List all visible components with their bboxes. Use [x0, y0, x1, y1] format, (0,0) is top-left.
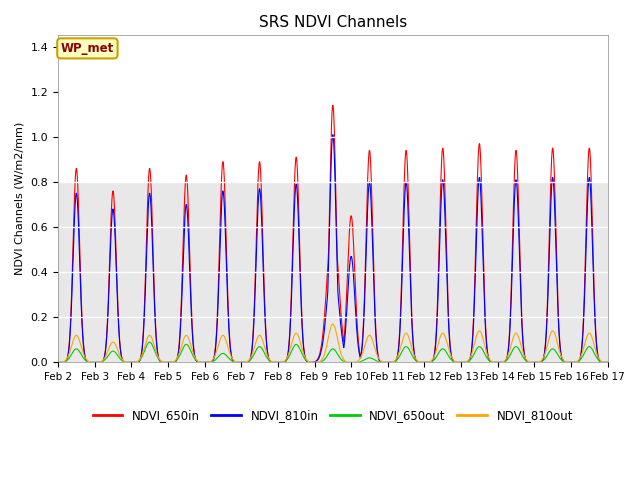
- Line: NDVI_650out: NDVI_650out: [58, 342, 607, 362]
- NDVI_650in: [91, 360, 99, 365]
- Text: WP_met: WP_met: [61, 42, 114, 55]
- NDVI_650in: [604, 360, 611, 365]
- NDVI_650out: [604, 360, 611, 365]
- NDVI_810in: [150, 275, 157, 281]
- NDVI_810out: [289, 337, 296, 343]
- NDVI_810in: [593, 349, 601, 355]
- NDVI_650in: [289, 239, 296, 245]
- NDVI_650out: [146, 339, 154, 345]
- Bar: [58, 36, 607, 182]
- Title: SRS NDVI Channels: SRS NDVI Channels: [259, 15, 407, 30]
- NDVI_650out: [534, 360, 542, 365]
- NDVI_650in: [54, 360, 62, 365]
- NDVI_650in: [117, 350, 125, 356]
- NDVI_810out: [150, 340, 157, 346]
- NDVI_810in: [117, 351, 125, 357]
- NDVI_810in: [91, 360, 99, 365]
- NDVI_650in: [593, 347, 601, 353]
- NDVI_810out: [54, 360, 62, 365]
- NDVI_810out: [265, 356, 273, 361]
- NDVI_810in: [534, 360, 542, 365]
- Y-axis label: NDVI Channels (W/m2/mm): NDVI Channels (W/m2/mm): [15, 122, 25, 276]
- NDVI_810out: [329, 321, 337, 327]
- NDVI_810out: [91, 360, 99, 365]
- Legend: NDVI_650in, NDVI_810in, NDVI_650out, NDVI_810out: NDVI_650in, NDVI_810in, NDVI_650out, NDV…: [88, 404, 578, 427]
- NDVI_650out: [54, 360, 62, 365]
- NDVI_650out: [348, 360, 356, 365]
- NDVI_810in: [289, 255, 296, 261]
- NDVI_650out: [289, 346, 296, 351]
- NDVI_810out: [534, 359, 542, 365]
- NDVI_650in: [329, 102, 337, 108]
- NDVI_810in: [604, 360, 611, 365]
- NDVI_650out: [265, 357, 273, 363]
- NDVI_810in: [54, 360, 62, 365]
- Line: NDVI_650in: NDVI_650in: [58, 105, 607, 362]
- NDVI_810in: [329, 132, 337, 138]
- NDVI_650in: [265, 356, 273, 362]
- NDVI_810out: [593, 352, 601, 358]
- NDVI_650out: [593, 356, 601, 361]
- NDVI_810out: [604, 360, 611, 365]
- NDVI_650out: [150, 345, 157, 351]
- NDVI_650out: [117, 357, 125, 362]
- NDVI_810in: [265, 357, 273, 362]
- NDVI_810out: [117, 354, 125, 360]
- NDVI_650in: [150, 263, 157, 268]
- NDVI_650in: [534, 360, 542, 365]
- Line: NDVI_810out: NDVI_810out: [58, 324, 607, 362]
- Line: NDVI_810in: NDVI_810in: [58, 135, 607, 362]
